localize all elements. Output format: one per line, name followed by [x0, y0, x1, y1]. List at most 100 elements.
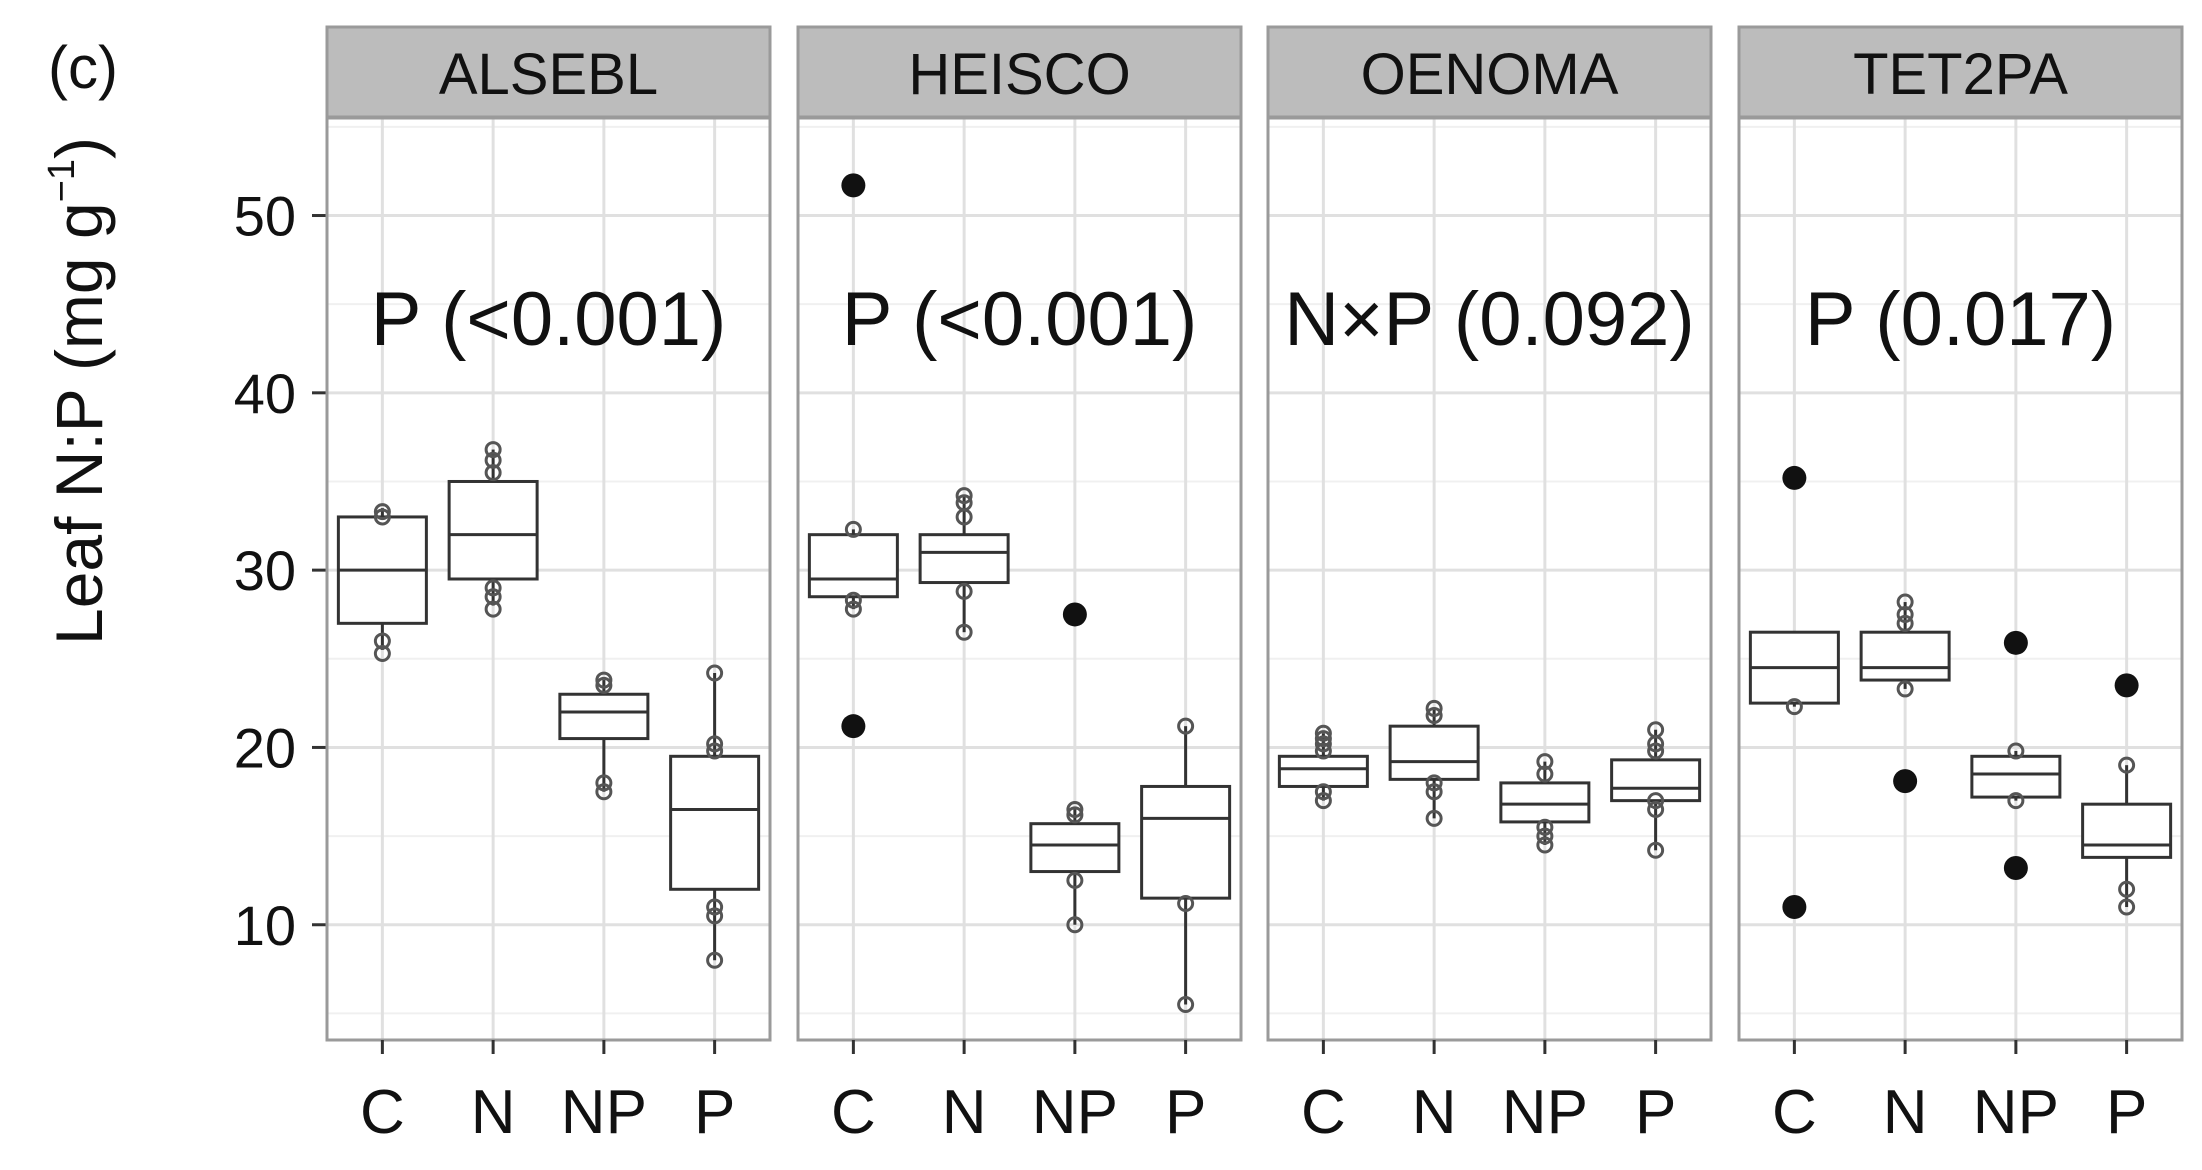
x-tick-label: P	[2106, 1078, 2147, 1147]
data-point	[1536, 765, 1554, 783]
facet-strip-label: OENOMA	[1361, 42, 1619, 107]
data-point	[1314, 724, 1332, 742]
box-iqr	[1499, 781, 1591, 824]
box-iqr	[2081, 802, 2173, 859]
facet-border	[796, 116, 1243, 1042]
box-C	[807, 173, 899, 739]
facet-annotation: P (<0.001)	[842, 277, 1198, 362]
facet-panel: HEISCO P (<0.001) C N NP P	[796, 25, 1243, 1147]
data-point	[706, 907, 724, 925]
box-iqr	[1859, 630, 1951, 682]
data-point	[595, 783, 613, 801]
x-tick-label: C	[1772, 1078, 1817, 1147]
data-point	[1425, 707, 1443, 725]
facet-plot-area	[1268, 118, 1711, 1040]
x-tick-label: NP	[561, 1078, 647, 1147]
box-iqr	[1029, 822, 1121, 874]
facet-strip-label: TET2PA	[1853, 42, 2068, 107]
data-point	[2007, 742, 2025, 760]
data-point	[844, 591, 862, 609]
data-point	[1066, 801, 1084, 818]
box-NP	[1499, 753, 1591, 854]
data-point	[1896, 605, 1914, 623]
data-point	[1425, 783, 1443, 801]
facet-annotation: N×P (0.092)	[1284, 277, 1695, 362]
data-point	[1536, 827, 1554, 845]
outlier-point	[1893, 769, 1918, 794]
facet-panel: OENOMA N×P (0.092) C N NP P	[1266, 25, 1713, 1147]
outlier-point	[2114, 673, 2139, 698]
data-point	[844, 520, 862, 538]
data-point	[1896, 680, 1914, 698]
data-point	[1314, 792, 1332, 810]
data-point	[484, 579, 502, 597]
outlier-point	[1062, 602, 1087, 627]
x-tick-label: P	[1635, 1078, 1676, 1147]
box-NP	[1970, 630, 2062, 881]
data-point	[1536, 753, 1554, 771]
facet-annotation: P (<0.001)	[371, 277, 727, 362]
box-iqr	[1970, 754, 2062, 799]
data-point	[1536, 836, 1554, 854]
facet-strip	[1737, 25, 2184, 119]
data-point	[595, 671, 613, 689]
facet-strip-label: ALSEBL	[439, 42, 658, 107]
facet-annotation: P (0.017)	[1805, 277, 2116, 362]
data-point	[955, 487, 973, 505]
box-NP	[558, 671, 650, 801]
box-NP	[1029, 602, 1121, 934]
x-tick-label: N	[471, 1078, 516, 1147]
x-tick-label: N	[1883, 1078, 1928, 1147]
box-N	[447, 441, 539, 618]
facet-border	[325, 116, 772, 1042]
facet-strip-label: HEISCO	[908, 42, 1130, 107]
box-iqr	[447, 479, 539, 581]
data-point	[484, 451, 502, 469]
box-iqr	[1140, 784, 1232, 900]
x-tick-label: N	[1412, 1078, 1457, 1147]
data-point	[1066, 871, 1084, 889]
data-point	[706, 742, 724, 760]
data-point	[2118, 898, 2136, 916]
y-tick-label: 40	[234, 362, 296, 425]
facet-border	[1737, 116, 2184, 1042]
x-tick-label: P	[1165, 1078, 1206, 1147]
data-point	[1896, 614, 1914, 632]
data-point	[484, 464, 502, 482]
data-point	[1647, 801, 1665, 818]
outlier-point	[2003, 856, 2028, 881]
data-point	[484, 588, 502, 606]
data-point	[1177, 717, 1195, 735]
box-C	[1277, 724, 1369, 810]
x-tick-label: NP	[1032, 1078, 1118, 1147]
data-point	[2007, 792, 2025, 810]
data-point	[595, 774, 613, 792]
data-point	[1647, 721, 1665, 739]
box-iqr	[1277, 754, 1369, 788]
data-point	[955, 494, 973, 512]
facet-border	[1266, 116, 1713, 1042]
box-P	[1140, 717, 1232, 1014]
y-axis-title: Leaf N:P (mg g−1)	[41, 137, 116, 645]
box-N	[1388, 699, 1480, 827]
box-C	[336, 503, 428, 662]
data-point	[1425, 809, 1443, 827]
data-point	[1314, 742, 1332, 760]
data-point	[1314, 783, 1332, 801]
y-axis-title-close: )	[42, 137, 116, 159]
data-point	[1177, 996, 1195, 1014]
data-point	[955, 623, 973, 641]
x-tick-label: NP	[1502, 1078, 1588, 1147]
y-tick-label: 30	[234, 539, 296, 602]
outlier-point	[2003, 630, 2028, 655]
x-tick-label: P	[694, 1078, 735, 1147]
data-point	[1314, 730, 1332, 748]
y-axis-title-main: Leaf N:P (mg g	[42, 202, 116, 645]
data-point	[1536, 818, 1554, 836]
data-point	[1066, 916, 1084, 934]
data-point	[595, 676, 613, 694]
box-iqr	[558, 692, 650, 741]
facet-panel: TET2PA P (0.017) C N NP P	[1737, 25, 2184, 1147]
data-point	[1066, 806, 1084, 824]
